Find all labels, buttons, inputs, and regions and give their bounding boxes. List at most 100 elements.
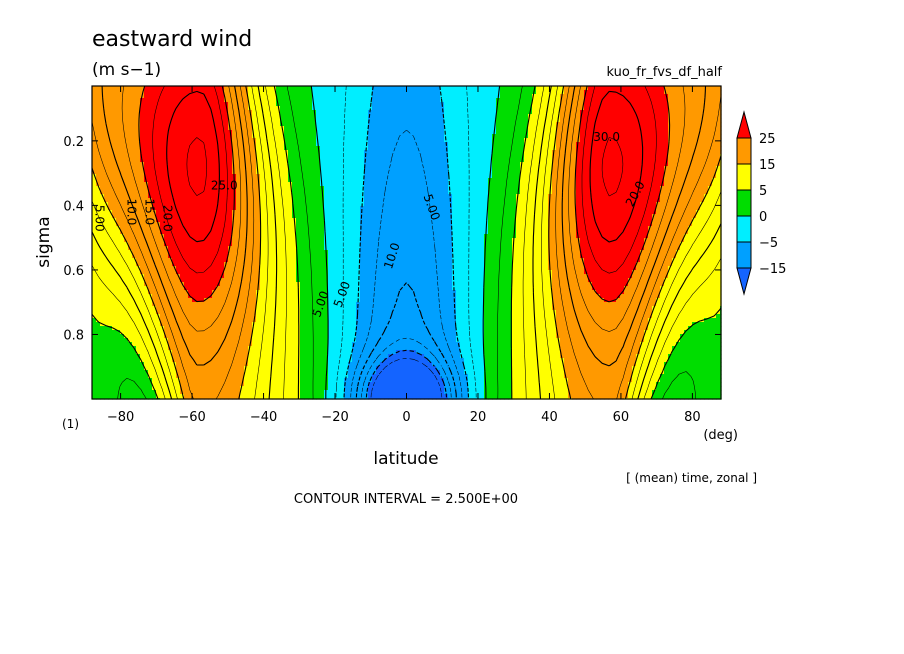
field-cell xyxy=(124,182,129,187)
field-cell xyxy=(228,270,233,275)
field-cell xyxy=(280,250,285,255)
field-cell xyxy=(260,206,265,211)
field-cell xyxy=(232,102,237,107)
field-cell xyxy=(264,386,269,391)
field-cell xyxy=(232,350,237,355)
field-cell xyxy=(116,202,121,207)
field-cell xyxy=(176,86,181,91)
field-cell xyxy=(292,282,297,287)
field-cell xyxy=(228,334,233,339)
field-cell xyxy=(332,298,337,303)
field-cell xyxy=(336,274,341,279)
field-cell xyxy=(256,366,261,371)
field-cell xyxy=(144,158,149,163)
field-cell xyxy=(196,290,201,295)
field-cell xyxy=(152,374,157,379)
field-cell xyxy=(196,194,201,199)
field-cell xyxy=(112,206,117,211)
field-cell xyxy=(200,110,205,115)
field-cell xyxy=(328,286,333,291)
field-cell xyxy=(176,322,181,327)
field-cell xyxy=(320,290,325,295)
field-cell xyxy=(168,130,173,135)
field-cell xyxy=(188,390,193,395)
field-cell xyxy=(256,126,261,131)
field-cell xyxy=(192,166,197,171)
field-cell xyxy=(264,366,269,371)
field-cell xyxy=(236,230,241,235)
field-cell xyxy=(100,234,105,239)
field-cell xyxy=(132,390,137,395)
field-cell xyxy=(100,338,105,343)
field-cell xyxy=(104,334,109,339)
field-cell xyxy=(344,110,349,115)
field-cell xyxy=(152,158,157,163)
field-cell xyxy=(248,210,253,215)
field-cell xyxy=(180,126,185,131)
field-cell xyxy=(112,278,117,283)
field-cell xyxy=(228,338,233,343)
field-cell xyxy=(176,298,181,303)
field-cell xyxy=(324,218,329,223)
field-cell xyxy=(184,258,189,263)
field-cell xyxy=(168,274,173,279)
field-cell xyxy=(304,310,309,315)
field-cell xyxy=(340,86,345,91)
field-cell xyxy=(124,198,129,203)
field-cell xyxy=(184,234,189,239)
field-cell xyxy=(256,194,261,199)
field-cell xyxy=(96,278,101,283)
field-cell xyxy=(120,186,125,191)
field-cell xyxy=(312,218,317,223)
field-cell xyxy=(140,130,145,135)
field-cell xyxy=(248,106,253,111)
field-cell xyxy=(332,154,337,159)
field-cell xyxy=(180,386,185,391)
field-cell xyxy=(324,130,329,135)
field-cell xyxy=(244,330,249,335)
field-cell xyxy=(124,342,129,347)
field-cell xyxy=(312,386,317,391)
field-cell xyxy=(328,94,333,99)
field-cell xyxy=(184,102,189,107)
field-cell xyxy=(124,230,129,235)
field-cell xyxy=(184,174,189,179)
field-cell xyxy=(240,282,245,287)
field-cell xyxy=(104,106,109,111)
field-cell xyxy=(132,134,137,139)
field-cell xyxy=(228,370,233,375)
field-cell xyxy=(100,254,105,259)
field-cell xyxy=(236,162,241,167)
field-cell xyxy=(128,126,133,131)
field-cell xyxy=(324,126,329,131)
field-cell xyxy=(252,238,257,243)
field-cell xyxy=(308,322,313,327)
field-cell xyxy=(136,330,141,335)
field-cell xyxy=(328,238,333,243)
field-cell xyxy=(136,206,141,211)
field-cell xyxy=(248,266,253,271)
field-cell xyxy=(228,122,233,127)
field-cell xyxy=(120,298,125,303)
field-cell xyxy=(260,330,265,335)
field-cell xyxy=(308,102,313,107)
field-cell xyxy=(344,118,349,123)
field-cell xyxy=(280,182,285,187)
field-cell xyxy=(208,138,213,143)
field-cell xyxy=(148,162,153,167)
field-cell xyxy=(288,194,293,199)
field-cell xyxy=(120,206,125,211)
field-cell xyxy=(104,214,109,219)
field-cell xyxy=(108,186,113,191)
field-cell xyxy=(256,218,261,223)
field-cell xyxy=(180,382,185,387)
field-cell xyxy=(332,110,337,115)
field-cell xyxy=(228,342,233,347)
field-cell xyxy=(256,314,261,319)
field-cell xyxy=(144,250,149,255)
field-cell xyxy=(152,298,157,303)
field-cell xyxy=(192,222,197,227)
field-cell xyxy=(172,310,177,315)
field-cell xyxy=(116,186,121,191)
field-cell xyxy=(192,354,197,359)
